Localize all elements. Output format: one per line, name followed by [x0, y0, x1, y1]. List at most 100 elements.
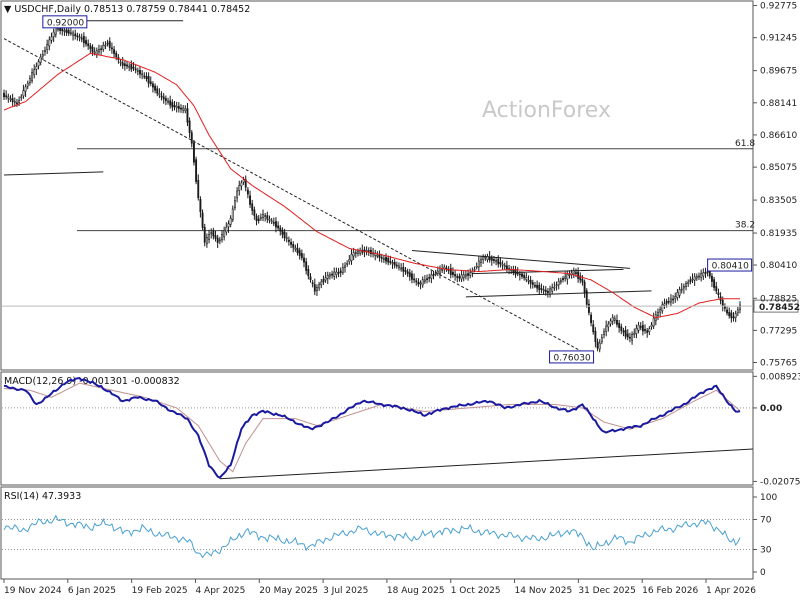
candle-body	[451, 271, 454, 275]
candle-body	[400, 267, 403, 270]
candle-body	[672, 298, 675, 301]
candle-body	[318, 284, 321, 289]
candle-body	[607, 323, 610, 328]
candle-body	[521, 273, 523, 277]
candle-body	[322, 279, 325, 283]
candle-body	[128, 65, 131, 68]
annotation-label-2: 0.76030	[554, 353, 591, 363]
candle-body	[402, 266, 405, 272]
candle-body	[687, 282, 690, 284]
candle-body	[583, 281, 586, 293]
candle-body	[324, 277, 327, 281]
candle-body	[713, 279, 716, 288]
candle-body	[648, 328, 651, 332]
candle-body	[423, 279, 426, 282]
candle-body	[292, 244, 295, 248]
candle-body	[216, 237, 219, 243]
candle-body	[268, 218, 271, 221]
symbol-label: ▼ USDCHF,Daily 0.78513 0.78759 0.78441 0…	[4, 4, 250, 15]
candle-body	[106, 42, 109, 45]
candle-body	[160, 95, 163, 98]
candle-body	[659, 309, 662, 313]
candle-body	[680, 288, 683, 291]
candle-body	[626, 333, 629, 338]
candle-body	[732, 316, 735, 319]
candle-body	[628, 336, 631, 339]
candle-body	[31, 72, 34, 82]
candle-body	[398, 265, 400, 269]
candle-body	[421, 279, 424, 286]
candle-body	[229, 217, 232, 225]
annotation-box-2	[549, 350, 595, 364]
ohlc-low: 0.78441	[169, 4, 208, 15]
candle-body	[480, 259, 482, 263]
candle-body	[497, 258, 500, 265]
candle-body	[637, 324, 640, 331]
candle-body	[50, 36, 53, 41]
candle-body	[585, 290, 588, 305]
candle-body	[67, 30, 70, 34]
candle-body	[477, 260, 480, 268]
candle-body	[594, 330, 597, 342]
candle-body	[350, 253, 353, 262]
candle-body	[238, 185, 241, 191]
candle-body	[262, 214, 264, 218]
candle-body	[698, 275, 700, 278]
candle-body	[182, 107, 185, 111]
candle-body	[523, 275, 526, 279]
candle-body	[52, 31, 55, 38]
candle-body	[44, 50, 46, 52]
candle-body	[309, 276, 312, 281]
candle-body	[449, 267, 452, 275]
candle-body	[462, 274, 465, 279]
candle-body	[41, 54, 44, 57]
candle-body	[126, 64, 128, 67]
candle-body	[516, 272, 519, 275]
date-tick-label-5: 3 Jul 2025	[323, 586, 368, 596]
macd-panel-frame	[0, 371, 754, 486]
date-tick-label-8: 14 Nov 2025	[515, 586, 573, 596]
last-price-box	[753, 299, 799, 313]
candle-body	[74, 33, 77, 37]
candle-body	[557, 281, 560, 286]
candle-body	[188, 120, 191, 133]
price-tick-label-11: 0.75765	[760, 358, 797, 368]
candle-body	[9, 98, 12, 100]
candle-body	[469, 272, 472, 276]
candle-body	[154, 85, 157, 91]
candle-body	[197, 180, 200, 199]
candle-body	[419, 282, 422, 285]
candle-body	[326, 274, 329, 279]
macd-plot	[2, 377, 754, 480]
candle-body	[616, 320, 618, 325]
candle-body	[91, 46, 94, 53]
candle-body	[436, 270, 439, 274]
price-tick-label-4: 0.86610	[760, 131, 797, 141]
candle-body	[499, 262, 502, 265]
candle-body	[618, 323, 621, 328]
candle-body	[717, 292, 720, 295]
rsi-axis: 100 70 30 0	[753, 493, 777, 578]
candle-body	[7, 96, 10, 99]
candle-body	[65, 29, 68, 33]
candle-body	[536, 284, 539, 289]
candle-body	[473, 268, 476, 271]
ohlc-open: 0.78513	[84, 4, 123, 15]
candle-body	[346, 262, 349, 265]
candle-body	[300, 253, 303, 258]
candle-body	[534, 285, 536, 287]
candle-body	[657, 312, 659, 316]
fibonacci-levels: 61.8 38.2	[77, 139, 755, 232]
candle-body	[501, 263, 504, 266]
candle-body	[257, 218, 260, 222]
candle-body	[603, 331, 605, 335]
candle-body	[277, 225, 280, 229]
candle-body	[376, 254, 379, 257]
candle-body	[624, 329, 627, 337]
candle-body	[460, 274, 463, 280]
candle-body	[266, 215, 269, 220]
candle-body	[685, 283, 687, 287]
candle-body	[63, 30, 66, 32]
candle-body	[678, 289, 681, 296]
candle-body	[598, 342, 601, 350]
